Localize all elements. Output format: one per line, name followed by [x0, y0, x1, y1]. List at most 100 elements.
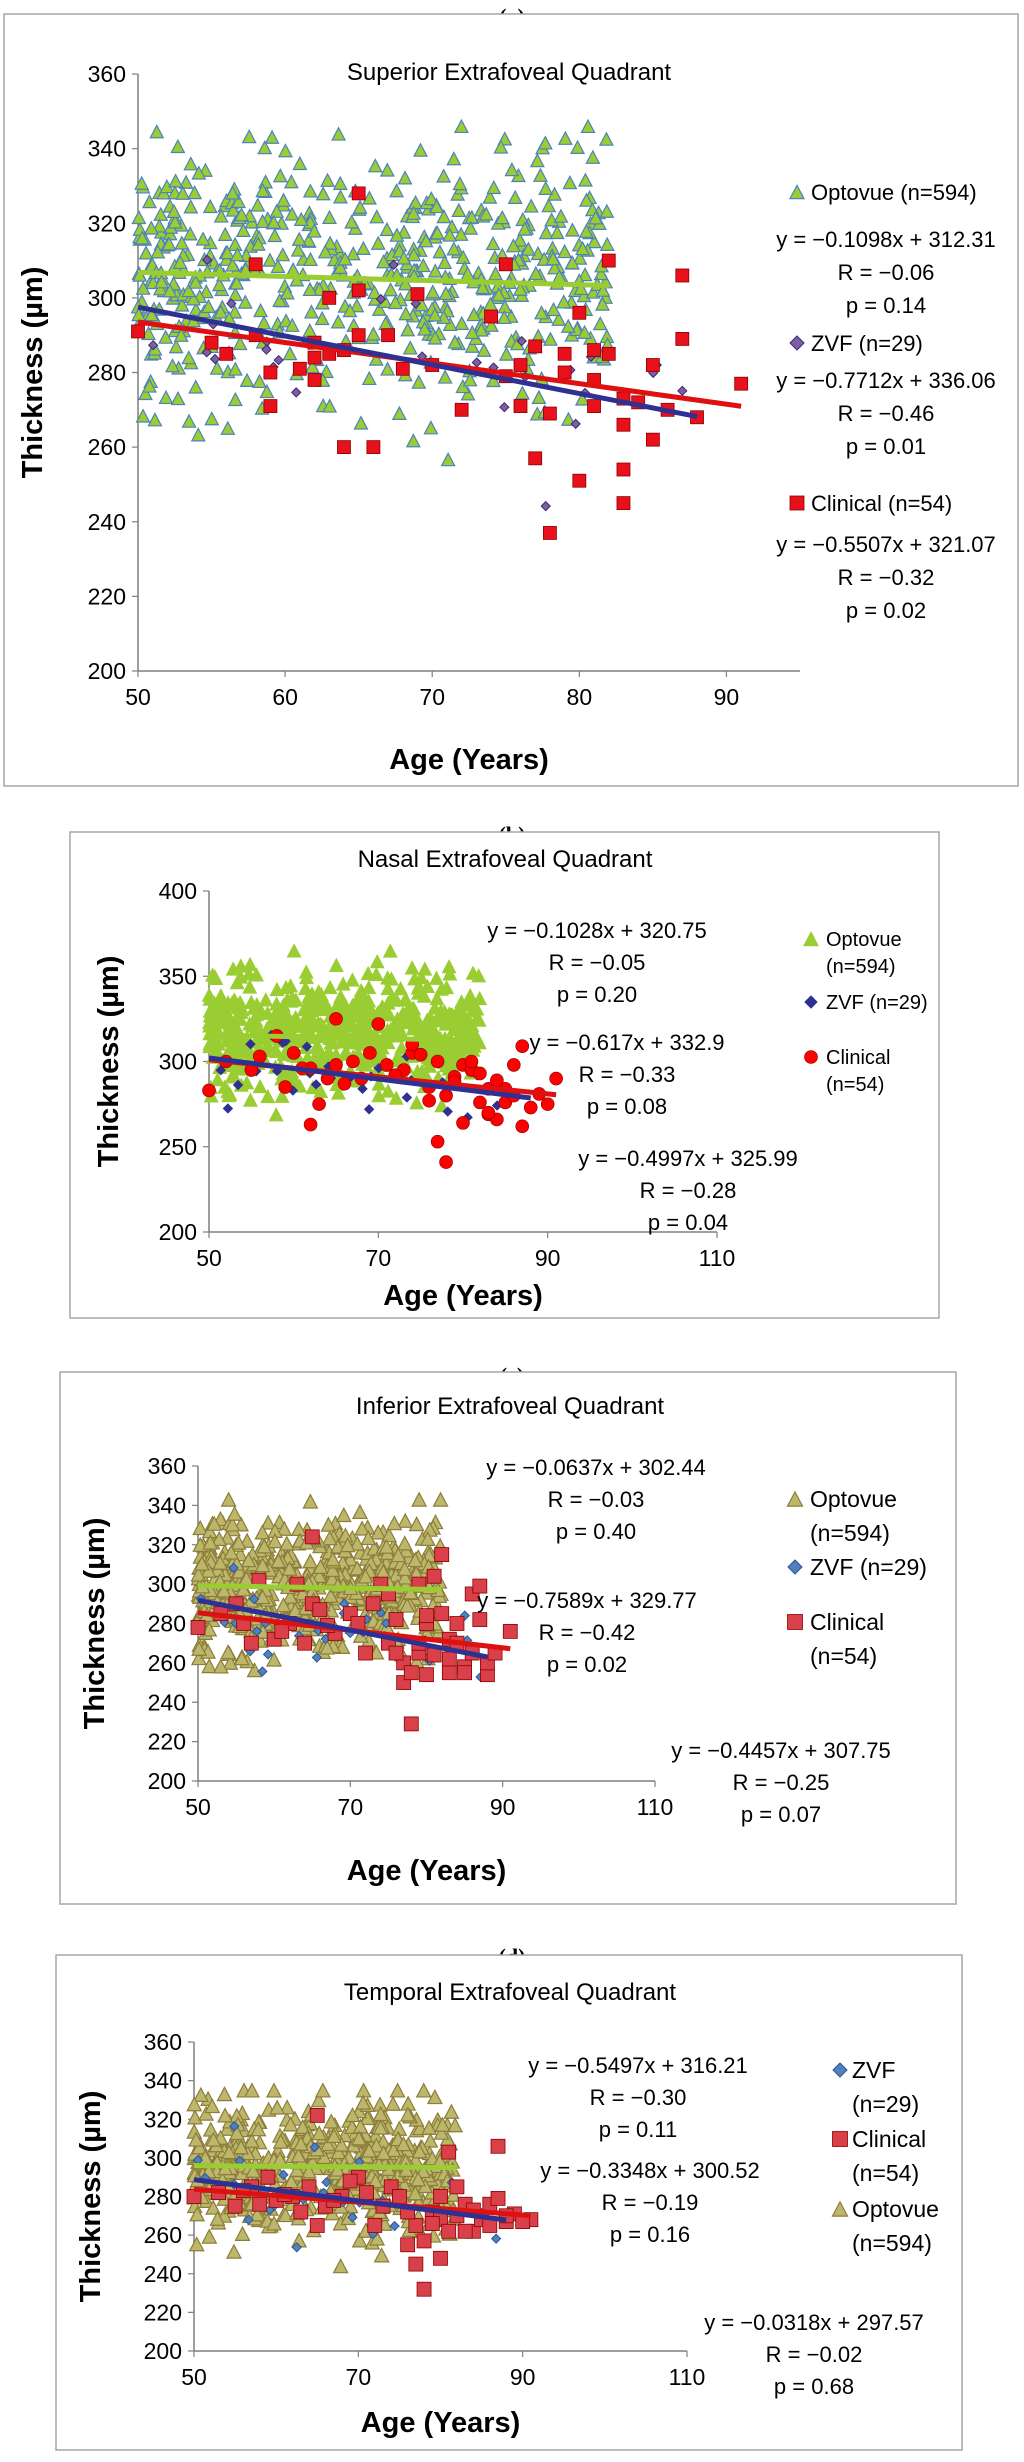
optovue-point: [314, 1018, 330, 1033]
p-value-text: p = 0.01: [846, 434, 926, 459]
data-marks: [190, 1491, 518, 1732]
optovue-point: [233, 1011, 249, 1026]
optovue-point: [314, 2082, 331, 2098]
equation-text: y = −0.3348x + 300.52: [540, 2158, 760, 2183]
optovue-point: [168, 339, 184, 354]
chart-panel-d: (d)Temporal Extrafoveal Quadrant20022024…: [55, 1944, 963, 2451]
optovue-point: [275, 247, 291, 262]
optovue-point: [294, 2118, 311, 2134]
optovue-point: [266, 1533, 283, 1549]
optovue-point: [219, 2120, 236, 2136]
optovue-point: [537, 135, 553, 150]
optovue-point: [523, 198, 539, 213]
zvf-regression-stats: y = −0.7589x + 329.77 R = −0.42 p = 0.02: [477, 1588, 697, 1677]
clinical-point: [243, 1635, 259, 1651]
optovue-point: [405, 433, 421, 448]
optovue-point: [260, 1005, 276, 1020]
zvf-point: [291, 2242, 302, 2253]
clinical-point: [351, 283, 366, 298]
clinical-point: [358, 1645, 373, 1661]
optovue-point: [436, 168, 452, 183]
optovue-point: [324, 1551, 341, 1567]
optovue-legend-marker: [803, 931, 819, 947]
clinical-point: [351, 328, 366, 343]
r-value-text: R = −0.05: [549, 950, 646, 975]
x-tick-label: 110: [669, 2364, 706, 2390]
trend-lines: [197, 1583, 511, 1660]
optovue-point: [400, 322, 416, 337]
clinical-point: [472, 1578, 488, 1594]
optovue-point: [290, 2147, 307, 2163]
clinical-point: [252, 1049, 267, 1064]
clinical-point: [202, 1083, 216, 1098]
optovue-point: [258, 992, 274, 1007]
clinical-point: [457, 2223, 473, 2239]
optovue-point: [270, 258, 286, 274]
optovue-point: [305, 993, 321, 1009]
y-tick-label: 320: [144, 2106, 182, 2132]
optovue-point: [323, 2113, 340, 2129]
clinical-point: [408, 2218, 424, 2233]
optovue-point: [402, 340, 418, 355]
optovue-point: [312, 1558, 329, 1574]
clinical-point: [304, 1529, 320, 1545]
zvf-point: [245, 1038, 256, 1050]
optovue-point: [315, 186, 331, 201]
clinical-point: [367, 2218, 383, 2233]
clinical-point: [572, 305, 587, 320]
clinical-point: [543, 406, 557, 421]
zvf-trendline: [193, 2177, 507, 2223]
optovue-point: [228, 2124, 245, 2141]
legend: y = −0.1028x + 320.75R = −0.05p = 0.20y …: [487, 918, 927, 1235]
optovue-point: [292, 2135, 309, 2151]
optovue-point: [279, 1006, 295, 1021]
x-tick-label: 110: [637, 1794, 674, 1820]
r-value-text: R = −0.28: [640, 1178, 737, 1203]
optovue-point: [193, 1555, 210, 1571]
optovue-point: [265, 2082, 282, 2098]
optovue-point: [147, 412, 163, 427]
optovue-point: [211, 1530, 228, 1547]
optovue-point: [201, 1621, 218, 1637]
optovue-point: [367, 284, 383, 300]
optovue-point: [322, 1587, 339, 1603]
optovue-point: [398, 2161, 415, 2178]
optovue-point: [314, 310, 330, 326]
optovue-point: [423, 190, 439, 206]
optovue-point: [454, 315, 470, 331]
optovue-point: [231, 193, 246, 209]
optovue-point: [453, 118, 469, 134]
chart-title: Temporal Extrafoveal Quadrant: [344, 1979, 677, 2006]
optovue-point: [282, 1588, 299, 1604]
optovue-point: [437, 254, 453, 270]
clinical-point: [381, 328, 395, 343]
chart-title: Nasal Extrafoveal Quadrant: [358, 846, 653, 873]
optovue-point: [599, 203, 615, 218]
clinical-point: [227, 2198, 243, 2214]
optovue-point: [389, 1011, 405, 1026]
optovue-point: [181, 413, 197, 428]
optovue-point: [217, 2107, 234, 2123]
optovue-point: [373, 2247, 390, 2263]
zvf-point: [222, 1103, 234, 1114]
optovue-point: [342, 303, 358, 318]
optovue-point: [464, 338, 480, 353]
legend-label: ZVF (n=29): [810, 1554, 927, 1580]
optovue-point: [370, 1524, 387, 1540]
y-tick-label: 220: [148, 1729, 186, 1755]
clinical-point: [303, 1117, 318, 1132]
optovue-point: [252, 373, 267, 389]
y-tick-label: 300: [144, 2145, 182, 2171]
chart-title: Inferior Extrafoveal Quadrant: [356, 1393, 664, 1420]
optovue-point: [370, 235, 386, 250]
zvf-point: [232, 1079, 244, 1091]
optovue-point: [174, 235, 190, 250]
optovue-point: [322, 235, 338, 250]
optovue-point: [259, 383, 275, 399]
equation-text: y = −0.0637x + 302.44: [486, 1455, 706, 1480]
optovue-point: [411, 2143, 428, 2159]
y-tick-label: 260: [144, 2222, 182, 2248]
optovue-point: [253, 302, 269, 318]
optovue-point: [233, 1038, 249, 1053]
zvf-point: [251, 1626, 263, 1637]
